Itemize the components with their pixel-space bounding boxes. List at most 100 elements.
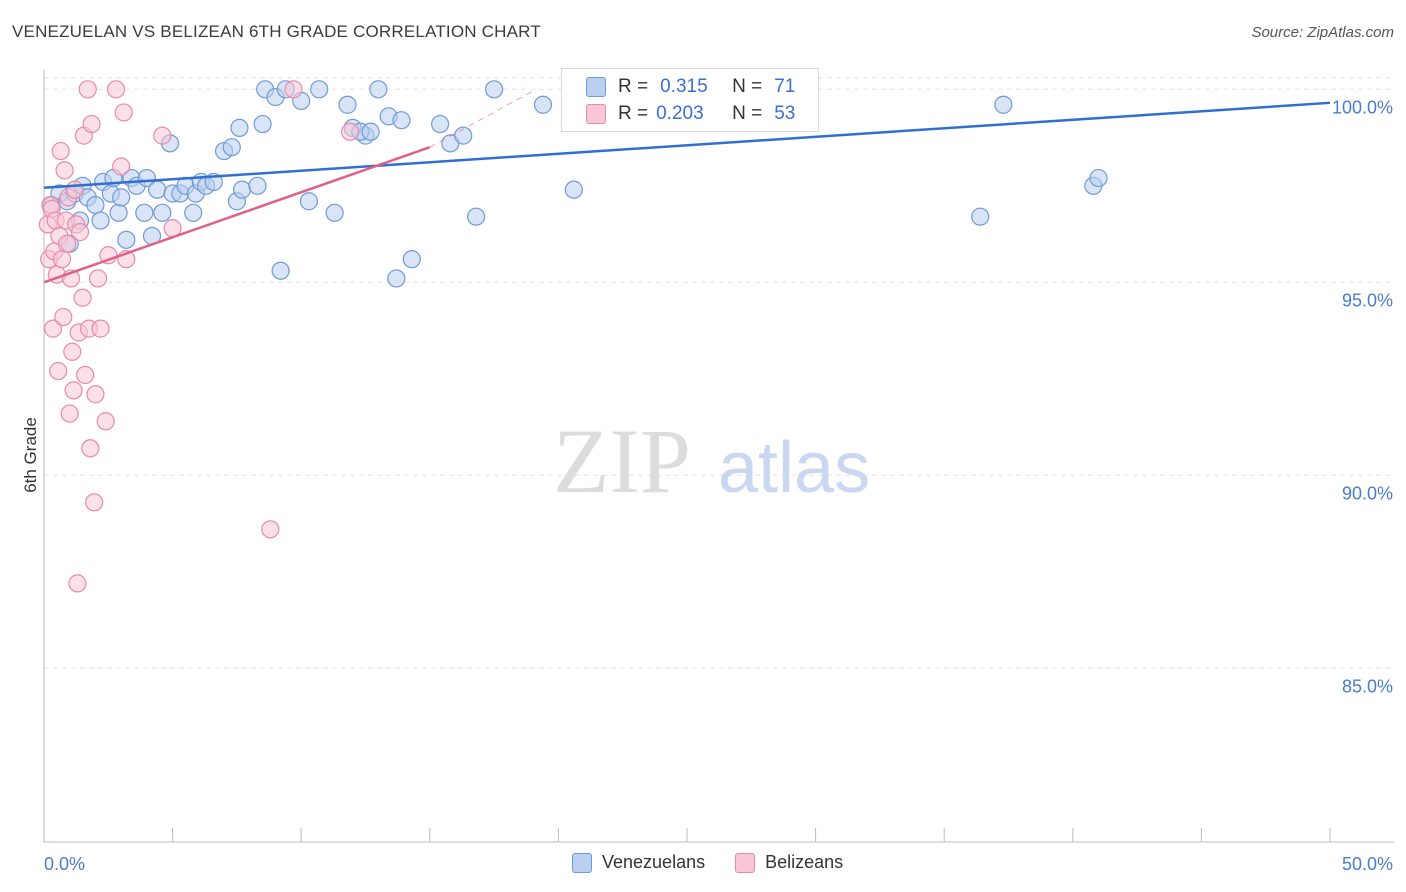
point-venezuelans: [184, 203, 203, 222]
point-venezuelans: [533, 95, 553, 114]
point-venezuelans: [369, 80, 388, 99]
legend-r-value: 0.315: [660, 76, 708, 97]
y-tick-label: 95.0%: [1342, 290, 1393, 310]
y-tick-label: 90.0%: [1342, 483, 1393, 503]
point-belizeans: [73, 288, 92, 307]
source-label: Source: ZipAtlas.com: [1251, 24, 1394, 41]
point-belizeans: [52, 250, 72, 269]
point-belizeans: [76, 365, 95, 385]
legend-n-label: N =: [732, 103, 763, 124]
legend-n-value: 71: [774, 76, 796, 97]
point-venezuelans: [117, 230, 136, 249]
point-venezuelans: [1089, 168, 1108, 188]
legend-r-label: R =: [618, 103, 649, 124]
point-belizeans: [49, 361, 68, 381]
point-belizeans: [51, 141, 70, 161]
point-venezuelans: [310, 80, 329, 99]
point-venezuelans: [392, 111, 411, 130]
point-venezuelans: [299, 192, 319, 211]
point-belizeans: [70, 223, 90, 242]
point-venezuelans: [153, 203, 172, 222]
point-belizeans: [54, 307, 73, 327]
point-venezuelans: [325, 203, 344, 222]
point-venezuelans: [222, 138, 241, 157]
legend-swatch-venezuelans: [586, 77, 606, 97]
point-belizeans: [43, 319, 63, 338]
point-venezuelans: [466, 207, 486, 226]
trend-line-extension-belizeans: [429, 90, 533, 148]
point-belizeans: [86, 385, 105, 404]
point-belizeans: [91, 319, 110, 338]
point-belizeans: [55, 161, 74, 180]
y-tick-label: 100.0%: [1332, 97, 1393, 117]
bottom-legend-belizeans[interactable]: Belizeans: [735, 852, 843, 873]
trend-line-venezuelans: [43, 101, 1331, 189]
point-venezuelans: [387, 269, 406, 288]
legend-r-value: 0.203: [656, 103, 704, 124]
legend-swatch-belizeans: [586, 104, 606, 124]
watermark-atlas: atlas: [718, 428, 870, 508]
bottom-legend-venezuelans[interactable]: Venezuelans: [572, 852, 705, 873]
point-belizeans: [68, 574, 87, 593]
bottom-legend-swatch-venezuelans: [572, 852, 592, 873]
trend-lines: [43, 90, 1331, 284]
legend-row-belizeans: R = 0.203 N = 53: [586, 101, 795, 127]
point-venezuelans: [338, 95, 357, 114]
point-venezuelans: [248, 176, 267, 195]
watermark-zip: ZIP: [553, 410, 691, 512]
grid-lines: [44, 77, 1394, 669]
point-venezuelans: [971, 207, 990, 226]
point-belizeans: [58, 234, 77, 253]
point-venezuelans: [232, 180, 252, 199]
x-tick-label: 50.0%: [1342, 854, 1393, 874]
x-tick-label: 0.0%: [44, 854, 85, 874]
point-venezuelans: [86, 196, 105, 215]
trend-line-belizeans: [43, 146, 431, 284]
point-belizeans: [64, 381, 83, 400]
point-belizeans: [60, 404, 79, 423]
point-belizeans: [85, 493, 104, 512]
point-belizeans: [261, 520, 280, 539]
y-tick-label: 85.0%: [1342, 676, 1393, 696]
point-venezuelans: [430, 114, 450, 134]
point-venezuelans: [402, 250, 421, 269]
y-axis-label: 6th Grade: [21, 417, 40, 493]
point-belizeans: [284, 80, 303, 99]
legend-row-venezuelans: R = 0.315 N = 71: [586, 74, 795, 100]
point-venezuelans: [91, 211, 110, 230]
bottom-legend-label: Venezuelans: [602, 852, 706, 872]
point-venezuelans: [109, 203, 128, 222]
point-belizeans: [82, 114, 101, 134]
point-belizeans: [106, 80, 126, 99]
watermark: ZIP atlas: [553, 410, 870, 512]
point-belizeans: [63, 342, 82, 361]
bottom-legend-label: Belizeans: [765, 852, 844, 872]
point-belizeans: [340, 122, 360, 141]
point-belizeans: [65, 180, 84, 199]
bottom-legend-swatch-belizeans: [735, 852, 756, 873]
point-venezuelans: [230, 118, 249, 138]
point-belizeans: [88, 269, 108, 288]
point-belizeans: [81, 439, 100, 458]
point-venezuelans: [253, 114, 272, 134]
point-venezuelans: [135, 203, 154, 222]
point-belizeans: [78, 80, 97, 99]
bottom-legend: Venezuelans Belizeans: [572, 852, 873, 873]
point-belizeans: [96, 412, 115, 431]
chart-title: VENEZUELAN VS BELIZEAN 6TH GRADE CORRELA…: [12, 22, 541, 41]
legend-r-label: R =: [618, 76, 649, 97]
point-belizeans: [153, 126, 172, 145]
point-belizeans: [114, 103, 133, 122]
legend-n-label: N =: [732, 76, 763, 97]
point-venezuelans: [994, 95, 1013, 114]
legend-n-value: 53: [774, 103, 796, 124]
scatter-points: [38, 80, 1108, 593]
point-venezuelans: [485, 80, 504, 99]
point-belizeans: [112, 157, 131, 176]
point-venezuelans: [112, 188, 131, 207]
point-venezuelans: [564, 180, 583, 199]
point-venezuelans: [148, 180, 167, 199]
point-venezuelans: [361, 122, 380, 141]
point-venezuelans: [271, 261, 290, 280]
